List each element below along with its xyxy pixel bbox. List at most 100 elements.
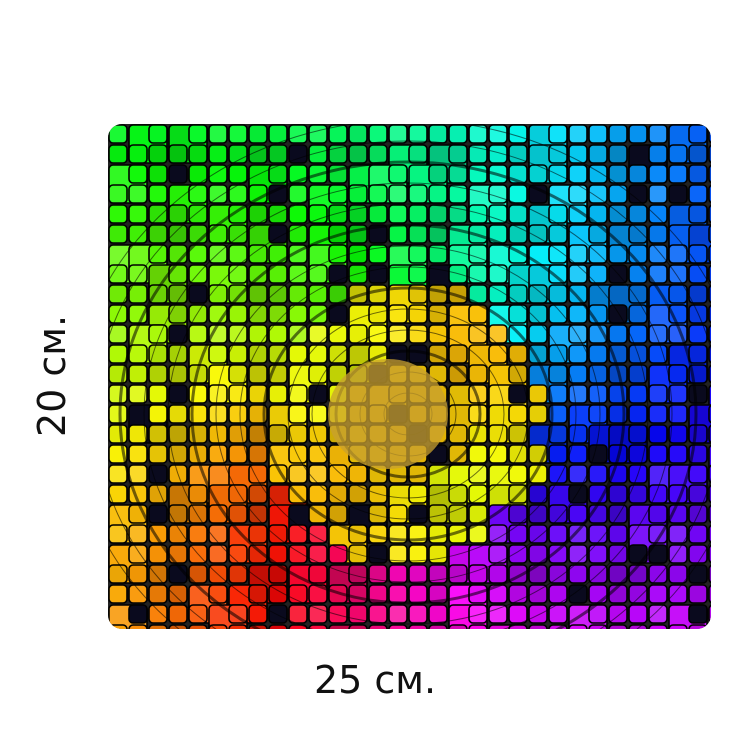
swirl-ring bbox=[143, 182, 673, 629]
mosaic-tile bbox=[468, 464, 488, 484]
mosaic-tile bbox=[388, 544, 408, 564]
mosaic-tile bbox=[568, 424, 588, 444]
mosaic-tile bbox=[288, 624, 308, 629]
mosaic-tile bbox=[368, 544, 388, 564]
mosaic-tile bbox=[348, 324, 368, 344]
mosaic-tile bbox=[108, 464, 128, 484]
mosaic-tile bbox=[268, 204, 288, 224]
mosaic-tile bbox=[568, 484, 588, 504]
mosaic-tile bbox=[568, 244, 588, 264]
mosaic-tile bbox=[228, 504, 248, 524]
mosaic-tile bbox=[128, 584, 148, 604]
mosaic-tile bbox=[308, 424, 328, 444]
mosaic-tile bbox=[268, 304, 288, 324]
mosaic-tile bbox=[328, 144, 348, 164]
mosaic-tile bbox=[128, 524, 148, 544]
mosaic-tile bbox=[148, 464, 168, 484]
mosaic-tile bbox=[548, 544, 568, 564]
mosaic-tile bbox=[528, 304, 548, 324]
mosaic-tile bbox=[148, 204, 168, 224]
mosaic-tile bbox=[268, 584, 288, 604]
mosaic-tile bbox=[248, 344, 268, 364]
mosaic-tile bbox=[408, 484, 428, 504]
mosaic-tile bbox=[368, 604, 388, 624]
mosaic-tile bbox=[128, 544, 148, 564]
mosaic-tile bbox=[188, 604, 208, 624]
mosaic-tile bbox=[268, 324, 288, 344]
mosaic-tile bbox=[708, 364, 711, 384]
mosaic-tile bbox=[648, 144, 668, 164]
mosaic-tile bbox=[508, 184, 528, 204]
mosaic-tile bbox=[588, 264, 608, 284]
mosaic-tile bbox=[528, 404, 548, 424]
mosaic-tile bbox=[488, 284, 508, 304]
mosaic-tile bbox=[548, 444, 568, 464]
mosaic-tile bbox=[548, 204, 568, 224]
mosaic-tile bbox=[308, 404, 328, 424]
mosaic-tile bbox=[188, 164, 208, 184]
mosaic-tile bbox=[408, 224, 428, 244]
mosaic-tile bbox=[368, 184, 388, 204]
mosaic-tile bbox=[428, 624, 448, 629]
mosaic-tile bbox=[608, 124, 628, 144]
mosaic-tile bbox=[688, 624, 708, 629]
mosaic-tile bbox=[328, 184, 348, 204]
mosaic-tile bbox=[568, 364, 588, 384]
mosaic-tile bbox=[628, 284, 648, 304]
mosaic-tile bbox=[668, 364, 688, 384]
mosaic-tile bbox=[488, 264, 508, 284]
mosaic-tile bbox=[488, 564, 508, 584]
mosaic-tile bbox=[688, 324, 708, 344]
mosaic-tile bbox=[568, 584, 588, 604]
mosaic-tile bbox=[628, 364, 648, 384]
mosaic-tile bbox=[568, 124, 588, 144]
mosaic-tile bbox=[488, 204, 508, 224]
mosaic-tile bbox=[108, 284, 128, 304]
swirl-ring bbox=[311, 329, 505, 499]
mosaic-tile bbox=[608, 504, 628, 524]
mosaic-tile bbox=[248, 204, 268, 224]
mosaic-tile bbox=[368, 304, 388, 324]
mosaic-tile bbox=[528, 624, 548, 629]
mosaic-tile bbox=[408, 204, 428, 224]
mosaic-tile bbox=[508, 444, 528, 464]
mosaic-tile bbox=[268, 544, 288, 564]
mosaic-tile bbox=[168, 524, 188, 544]
mosaic-tile bbox=[528, 504, 548, 524]
mosaic-tile bbox=[388, 164, 408, 184]
mosaic-tile bbox=[168, 304, 188, 324]
mosaic-tile bbox=[648, 124, 668, 144]
mosaic-tile bbox=[308, 204, 328, 224]
mosaic-tile bbox=[128, 604, 148, 624]
mosaic-tile bbox=[248, 524, 268, 544]
mosaic-tile bbox=[408, 324, 428, 344]
mosaic-tile bbox=[608, 184, 628, 204]
mosaic-tile bbox=[388, 204, 408, 224]
mosaic-tile bbox=[308, 484, 328, 504]
mosaic-tile bbox=[428, 184, 448, 204]
mosaic-tile bbox=[148, 424, 168, 444]
mosaic-tile bbox=[548, 364, 568, 384]
mosaic-tile bbox=[108, 324, 128, 344]
mosaic-tile bbox=[448, 484, 468, 504]
mosaic-tile bbox=[508, 624, 528, 629]
mosaic-tile bbox=[628, 124, 648, 144]
mosaic-tile bbox=[128, 164, 148, 184]
mosaic-tile bbox=[688, 204, 708, 224]
mosaic-tile bbox=[268, 264, 288, 284]
mosaic-tile bbox=[468, 564, 488, 584]
mosaic-tile bbox=[648, 164, 668, 184]
mosaic-tile bbox=[368, 244, 388, 264]
mosaic-tile bbox=[128, 624, 148, 629]
mosaic-tile bbox=[328, 204, 348, 224]
mosaic-tile bbox=[128, 264, 148, 284]
mosaic-tile bbox=[248, 324, 268, 344]
mosaic-tile bbox=[148, 224, 168, 244]
mosaic-tile bbox=[588, 164, 608, 184]
mosaic-tile bbox=[468, 144, 488, 164]
mosaic-tile bbox=[188, 124, 208, 144]
mosaic-tile bbox=[688, 524, 708, 544]
mosaic-tile bbox=[188, 144, 208, 164]
mosaic-tile bbox=[168, 624, 188, 629]
mosaic-tile bbox=[688, 244, 708, 264]
